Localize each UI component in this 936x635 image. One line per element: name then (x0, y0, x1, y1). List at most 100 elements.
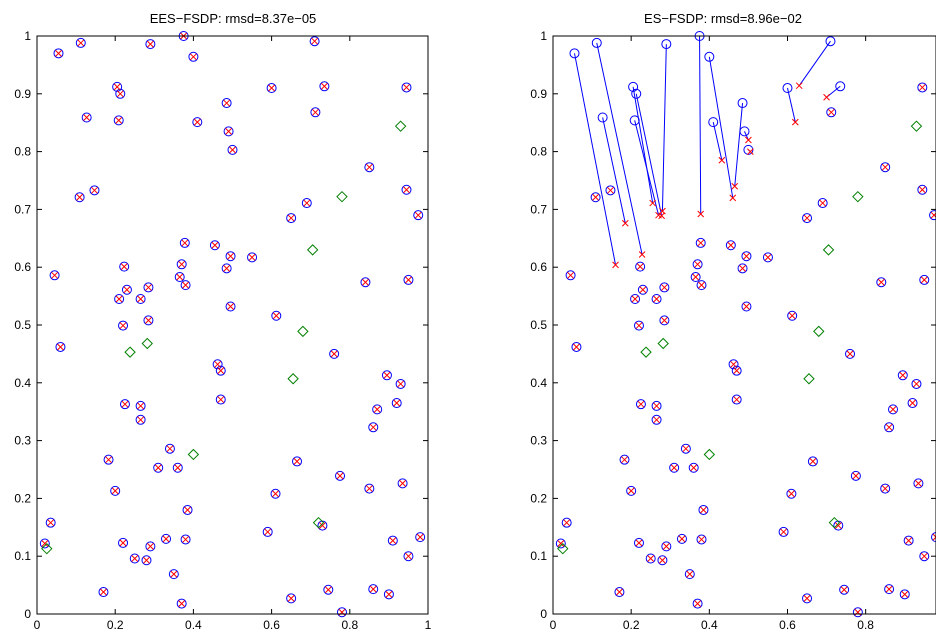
right-scatter-panel: ES−FSDP: rmsd=8.96e−02 0 0.2 0.4 0.6 0.8 0 0.1… (530, 11, 936, 632)
right-x-tick-label: 0.6 (779, 618, 796, 632)
left-estimated-sensor-point (181, 239, 189, 247)
right-estimated-sensor-point (885, 423, 893, 431)
left-true-sensor-point (364, 483, 375, 494)
left-true-sensor-point (81, 112, 92, 123)
left-true-sensor-point (103, 454, 114, 465)
left-true-sensor-point (413, 210, 424, 221)
left-true-sensor-point (89, 185, 100, 196)
right-y-tick-label: 0.8 (530, 145, 547, 159)
right-true-sensor-point (743, 144, 754, 155)
right-error-line (708, 56, 734, 198)
right-x-tick-label: 0.4 (701, 618, 718, 632)
left-true-sensor-point (153, 462, 164, 473)
right-estimated-sensor-point (747, 148, 754, 155)
right-estimated-sensor-point (819, 199, 827, 207)
right-estimated-sensor-point (791, 118, 799, 126)
left-estimated-sensor-point (311, 37, 318, 45)
left-estimated-sensor-point (131, 555, 139, 562)
right-estimated-sensor-point (637, 400, 645, 408)
left-estimated-sensor-point (365, 485, 373, 492)
left-true-sensor-point (309, 36, 320, 47)
right-x-tick-label: 0.2 (623, 618, 640, 632)
left-true-sensor-point (364, 162, 375, 173)
left-estimated-sensor-point (287, 214, 295, 222)
right-true-sensor-point (633, 537, 644, 548)
left-estimated-sensor-point (120, 263, 128, 270)
left-estimated-sensor-point (369, 585, 377, 593)
right-error-line (661, 44, 667, 212)
right-error-line (699, 35, 702, 215)
left-estimated-sensor-point (47, 519, 55, 527)
right-estimated-sensor-point (877, 278, 885, 286)
right-anchor-point (813, 325, 825, 338)
right-true-sensor-point (629, 115, 640, 126)
left-y-tick-label: 0.9 (14, 87, 31, 101)
right-true-sensor-point (880, 483, 891, 494)
right-error-line (602, 117, 626, 224)
right-anchor-point (557, 542, 569, 555)
right-true-sensor-point (635, 261, 646, 272)
right-true-sensor-point (807, 456, 818, 467)
right-true-sensor-point (555, 538, 566, 549)
left-estimated-sensor-point (116, 90, 124, 98)
left-true-sensor-point (403, 551, 414, 562)
left-estimated-sensor-point (170, 570, 178, 578)
left-true-sensor-point (75, 37, 86, 48)
left-true-sensor-point (323, 584, 334, 595)
right-estimated-sensor-point (743, 252, 750, 260)
left-estimated-sensor-point (385, 590, 393, 598)
right-true-sensor-point (669, 462, 680, 473)
right-true-sensor-point (741, 251, 752, 262)
left-estimated-sensor-point (293, 458, 301, 465)
left-true-sensor-point (403, 274, 414, 285)
right-true-sensor-point (880, 162, 891, 173)
left-chart-title: EES−FSDP: rmsd=8.37e−05 (150, 11, 317, 26)
left-y-tick-label: 0.2 (14, 491, 31, 505)
right-true-sensor-point (737, 263, 748, 274)
right-estimated-sensor-point (834, 522, 842, 529)
left-estimated-sensor-point (373, 406, 381, 413)
right-estimated-sensor-point (885, 585, 893, 593)
left-true-sensor-point (387, 535, 398, 546)
right-estimated-sensor-point (627, 487, 635, 495)
right-true-sensor-point (645, 553, 656, 564)
right-true-sensor-point (708, 117, 719, 128)
left-anchor-point (306, 244, 319, 256)
left-true-sensor-point (121, 284, 132, 295)
right-axes-box (552, 35, 936, 615)
left-estimated-sensor-point (403, 186, 410, 194)
left-estimated-sensor-point (119, 539, 127, 547)
right-true-sensor-point (696, 280, 707, 291)
right-true-sensor-point (888, 404, 899, 415)
right-error-line (635, 93, 663, 216)
right-true-sensor-point (731, 365, 742, 376)
left-estimated-sensor-point (416, 533, 424, 541)
right-estimated-sensor-point (729, 194, 737, 202)
left-estimated-sensor-point (178, 260, 186, 268)
left-estimated-sensor-point (227, 252, 234, 260)
right-anchor-point (803, 373, 815, 385)
right-estimated-sensor-point (621, 456, 628, 464)
left-estimated-sensor-point (176, 273, 184, 281)
left-estimated-sensor-point (383, 371, 391, 379)
right-true-sensor-point (597, 112, 608, 123)
right-estimated-sensor-point (639, 286, 647, 294)
left-true-sensor-point (209, 240, 220, 251)
left-estimated-sensor-point (272, 490, 279, 498)
right-estimated-sensor-point (635, 322, 643, 329)
right-estimated-sensor-point (655, 211, 662, 219)
left-estimated-sensor-point (303, 199, 311, 207)
left-estimated-sensor-point (403, 84, 410, 91)
left-true-sensor-point (381, 370, 392, 381)
right-true-sensor-point (565, 270, 576, 281)
left-estimated-sensor-point (287, 595, 295, 602)
right-true-sensor-point (651, 414, 662, 425)
right-estimated-sensor-point (795, 82, 803, 90)
right-true-sensor-point (929, 210, 936, 221)
right-estimated-sensor-point (745, 136, 752, 144)
left-true-sensor-point (135, 400, 146, 411)
right-true-sensor-point (605, 185, 616, 196)
left-estimated-sensor-point (268, 84, 275, 92)
left-estimated-sensor-point (182, 281, 189, 289)
